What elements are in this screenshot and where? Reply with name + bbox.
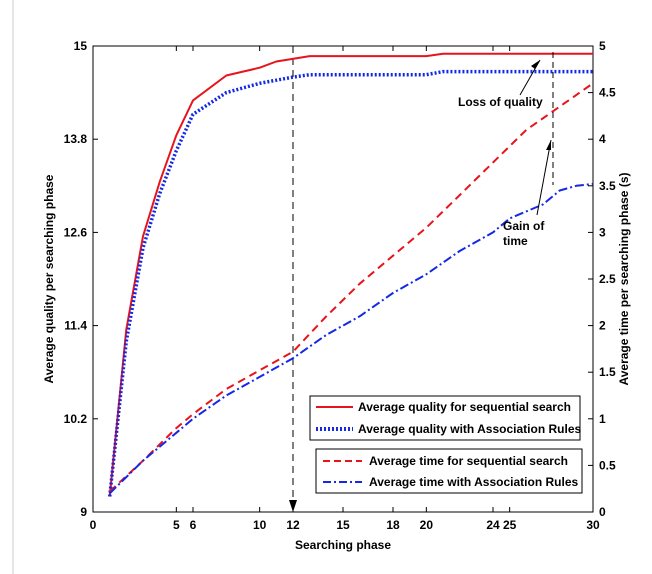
right-y-tick-label: 0.5	[599, 458, 616, 472]
left-y-tick-label: 12.6	[64, 225, 88, 239]
right-y-axis-label: Average time per searching phase (s)	[617, 173, 631, 386]
series-line-4	[108, 182, 594, 495]
right-y-axis-ticks: 0 0.5 1 1.5 2 2.5 3 3.5 4 4.5 5	[588, 39, 616, 519]
legend-time-seq-label: Average time for sequential search	[369, 454, 568, 468]
left-y-axis-label: Average quality per searching phase	[42, 174, 56, 383]
series-line-1	[108, 52, 593, 497]
series-line-2	[107, 69, 593, 497]
legend-time: Average time for sequential search Avera…	[315, 448, 583, 494]
left-y-tick-label: 15	[74, 39, 88, 53]
right-y-tick-label: 1	[599, 412, 606, 426]
right-y-tick-label: 0	[599, 505, 606, 519]
legend-quality: Average quality for sequential search Av…	[309, 395, 581, 441]
right-y-tick-label: 2.5	[599, 272, 616, 286]
legend-quality-seq-label: Average quality for sequential search	[358, 400, 571, 414]
right-y-tick-label: 3	[599, 225, 606, 239]
series-line-3	[109, 82, 594, 493]
x-axis-ticks: 0 5 6 10 12 15 18 20 24 25 30	[90, 46, 600, 532]
x-tick-label: 6	[190, 518, 197, 532]
right-y-tick-label: 4	[599, 132, 606, 146]
x-tick-label: 24	[486, 518, 500, 532]
right-y-tick-label: 5	[599, 39, 606, 53]
x-tick-label: 20	[420, 518, 434, 532]
phase-marker	[289, 46, 297, 512]
x-tick-label: 30	[586, 518, 600, 532]
loss-of-quality-annotation: Loss of quality	[458, 52, 554, 185]
left-y-axis-ticks: 9 10.2 11.4 12.6 13.8 15	[64, 39, 98, 519]
x-axis-label: Searching phase	[295, 538, 391, 552]
marker-arrowhead	[289, 500, 297, 512]
gain-of-time-text-2: time	[503, 234, 528, 248]
right-y-tick-label: 3.5	[599, 179, 616, 193]
x-tick-label: 12	[286, 518, 300, 532]
left-y-tick-label: 11.4	[64, 319, 87, 333]
x-tick-label: 15	[336, 518, 350, 532]
right-y-tick-label: 2	[599, 319, 606, 333]
right-y-tick-label: 4.5	[599, 86, 616, 100]
x-tick-label: 0	[90, 518, 97, 532]
left-y-tick-label: 13.8	[64, 132, 88, 146]
series-layer	[107, 52, 594, 497]
legend-time-ar-label: Average time with Association Rules	[369, 475, 578, 489]
x-tick-label: 5	[173, 518, 180, 532]
left-y-tick-label: 9	[80, 505, 87, 519]
gain-of-time-text-1: Gain of	[503, 219, 545, 233]
x-tick-label: 18	[386, 518, 400, 532]
x-tick-label: 25	[503, 518, 517, 532]
left-y-tick-label: 10.2	[64, 412, 88, 426]
right-y-tick-label: 1.5	[599, 365, 616, 379]
gain-of-time-annotation: Gain of time	[503, 139, 552, 248]
legend-quality-ar-label: Average quality with Association Rules	[358, 422, 581, 436]
loss-of-quality-text: Loss of quality	[458, 95, 543, 109]
x-tick-label: 10	[253, 518, 267, 532]
